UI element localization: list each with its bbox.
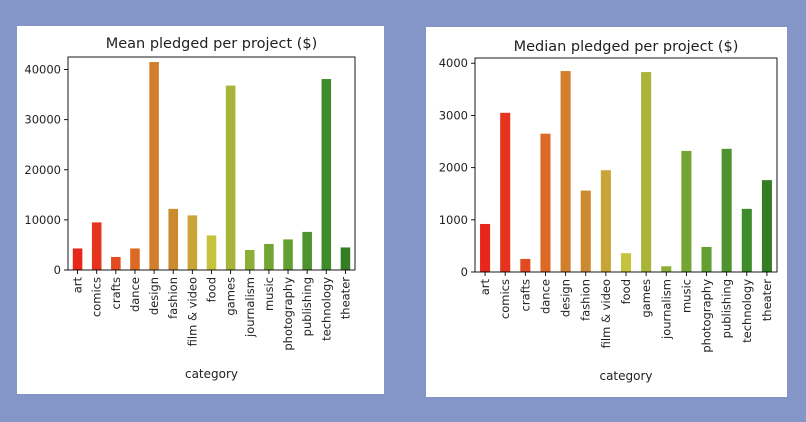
x-axis-label: category bbox=[185, 367, 238, 381]
x-tick-label: music bbox=[262, 277, 276, 311]
x-tick-label: food bbox=[205, 277, 219, 302]
bar-crafts bbox=[111, 256, 121, 270]
bar-comics bbox=[500, 112, 511, 273]
bar-journalism bbox=[244, 249, 255, 270]
mean-pledged-chart: Mean pledged per project ($) 0 10000 20000 3… bbox=[24, 36, 356, 381]
x-tick-label: art bbox=[71, 277, 85, 294]
bar-crafts bbox=[520, 258, 531, 272]
x-tick-label: dance bbox=[128, 277, 142, 312]
bar-dance bbox=[540, 133, 551, 272]
x-tick-label: film & video bbox=[185, 277, 199, 346]
mean-chart-panel: Mean pledged per project ($) 0 10000 20000 3… bbox=[17, 26, 384, 394]
x-tick-label: theater bbox=[760, 279, 774, 322]
x-tick-label: photography bbox=[700, 279, 714, 353]
y-tick-label: 30000 bbox=[24, 113, 61, 127]
x-tick-label: crafts bbox=[109, 277, 123, 309]
bar-publishing bbox=[721, 148, 732, 272]
y-tick-label: 1000 bbox=[439, 213, 468, 227]
x-tick-label: games bbox=[224, 277, 238, 316]
chart-title: Mean pledged per project ($) bbox=[106, 36, 318, 52]
x-tick-label: technology bbox=[319, 277, 333, 341]
bar-theater bbox=[340, 247, 351, 270]
y-tick-label: 10000 bbox=[24, 213, 61, 227]
y-tick-label: 20000 bbox=[24, 163, 61, 177]
bar-art bbox=[480, 223, 491, 272]
bar-fashion bbox=[580, 190, 591, 272]
x-tick-label: film & video bbox=[599, 279, 613, 348]
bar-photography bbox=[701, 246, 712, 272]
bar-design bbox=[560, 71, 571, 272]
x-tick-label: design bbox=[559, 279, 573, 317]
bar-music bbox=[681, 150, 692, 272]
x-tick-label: journalism bbox=[659, 279, 673, 340]
x-tick-label: music bbox=[679, 279, 693, 313]
x-tick-label: journalism bbox=[243, 277, 257, 338]
x-tick-label: publishing bbox=[300, 277, 314, 336]
bar-film-video bbox=[187, 215, 198, 270]
bar-design bbox=[149, 62, 159, 270]
x-tick-label: crafts bbox=[518, 279, 532, 311]
bar-comics bbox=[91, 222, 102, 270]
bar-games bbox=[225, 85, 236, 270]
bar-publishing bbox=[302, 231, 312, 270]
y-tick-label: 0 bbox=[54, 263, 61, 277]
x-tick-label: photography bbox=[281, 277, 295, 351]
x-tick-label: games bbox=[639, 279, 653, 318]
bar-food bbox=[620, 253, 632, 272]
bar-photography bbox=[283, 239, 293, 270]
bar-music bbox=[264, 243, 274, 270]
chart-title: Median pledged per project ($) bbox=[514, 39, 739, 55]
x-tick-label: dance bbox=[538, 279, 552, 314]
y-tick-label: 2000 bbox=[439, 161, 468, 175]
bar-food bbox=[206, 235, 217, 270]
bar-film-video bbox=[600, 170, 611, 272]
bar-journalism bbox=[661, 266, 672, 272]
median-chart-panel: Median pledged per project ($) 0 1000 2000 3… bbox=[426, 27, 787, 397]
x-tick-label: publishing bbox=[720, 279, 734, 338]
x-tick-label: design bbox=[147, 277, 161, 315]
x-tick-label: food bbox=[619, 279, 633, 304]
y-tick-label: 40000 bbox=[24, 63, 61, 77]
x-tick-label: art bbox=[478, 279, 492, 296]
bar-technology bbox=[321, 79, 332, 271]
x-tick-label: technology bbox=[740, 279, 754, 343]
bar-technology bbox=[741, 208, 752, 272]
bar-fashion bbox=[168, 208, 179, 270]
x-axis-label: category bbox=[599, 369, 652, 383]
bar-theater bbox=[761, 180, 772, 272]
bar-art bbox=[72, 248, 83, 270]
bar-dance bbox=[130, 248, 140, 270]
y-tick-label: 0 bbox=[461, 265, 468, 279]
bar-games bbox=[641, 72, 652, 272]
median-pledged-chart: Median pledged per project ($) 0 1000 2000 3… bbox=[439, 39, 778, 383]
x-tick-label: fashion bbox=[579, 279, 593, 321]
x-tick-label: comics bbox=[498, 279, 512, 319]
x-tick-label: comics bbox=[90, 277, 104, 317]
x-tick-label: theater bbox=[338, 277, 352, 320]
x-tick-label: fashion bbox=[166, 277, 180, 319]
y-tick-label: 4000 bbox=[439, 56, 468, 70]
y-tick-label: 3000 bbox=[439, 108, 468, 122]
